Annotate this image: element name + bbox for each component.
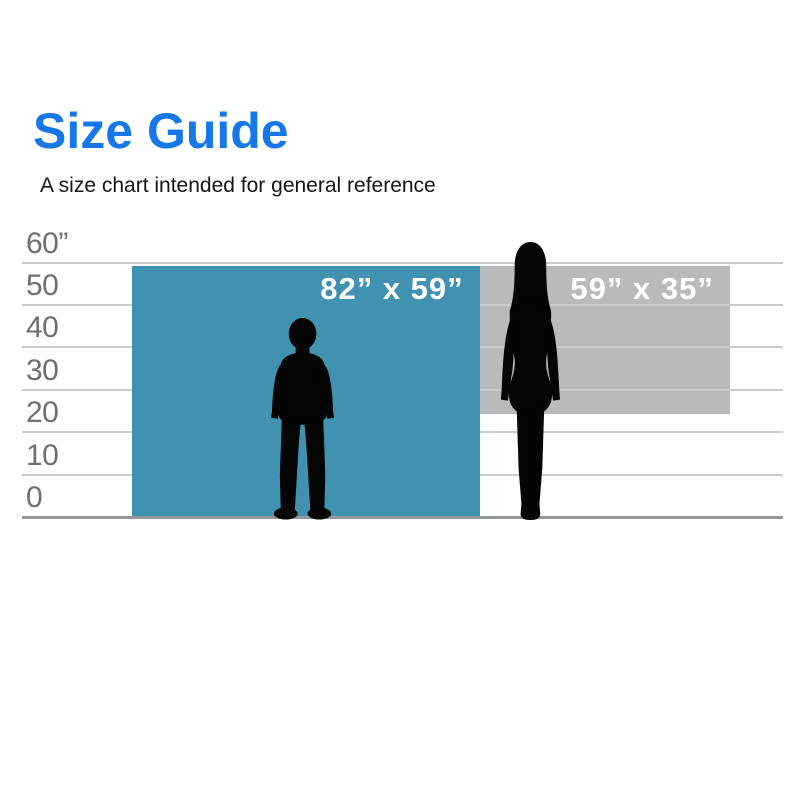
large-size-rect: 82” x 59”	[132, 265, 480, 516]
y-tick-label: 30	[26, 353, 59, 387]
page-title: Size Guide	[33, 103, 289, 159]
gridline	[22, 261, 783, 264]
x-axis-baseline	[22, 516, 783, 519]
child-silhouette	[270, 318, 335, 520]
page-subtitle: A size chart intended for general refere…	[40, 174, 436, 197]
y-tick-label: 40	[26, 311, 59, 345]
y-tick-label: 60”	[26, 226, 68, 260]
adult-silhouette	[500, 242, 560, 521]
large-size-label: 82” x 59”	[320, 270, 464, 306]
y-tick-label: 50	[26, 269, 59, 302]
y-tick-label: 0	[26, 481, 43, 514]
y-tick-label: 10	[26, 438, 59, 472]
small-size-label: 59” x 35”	[570, 270, 714, 306]
y-tick-label: 20	[26, 396, 59, 430]
